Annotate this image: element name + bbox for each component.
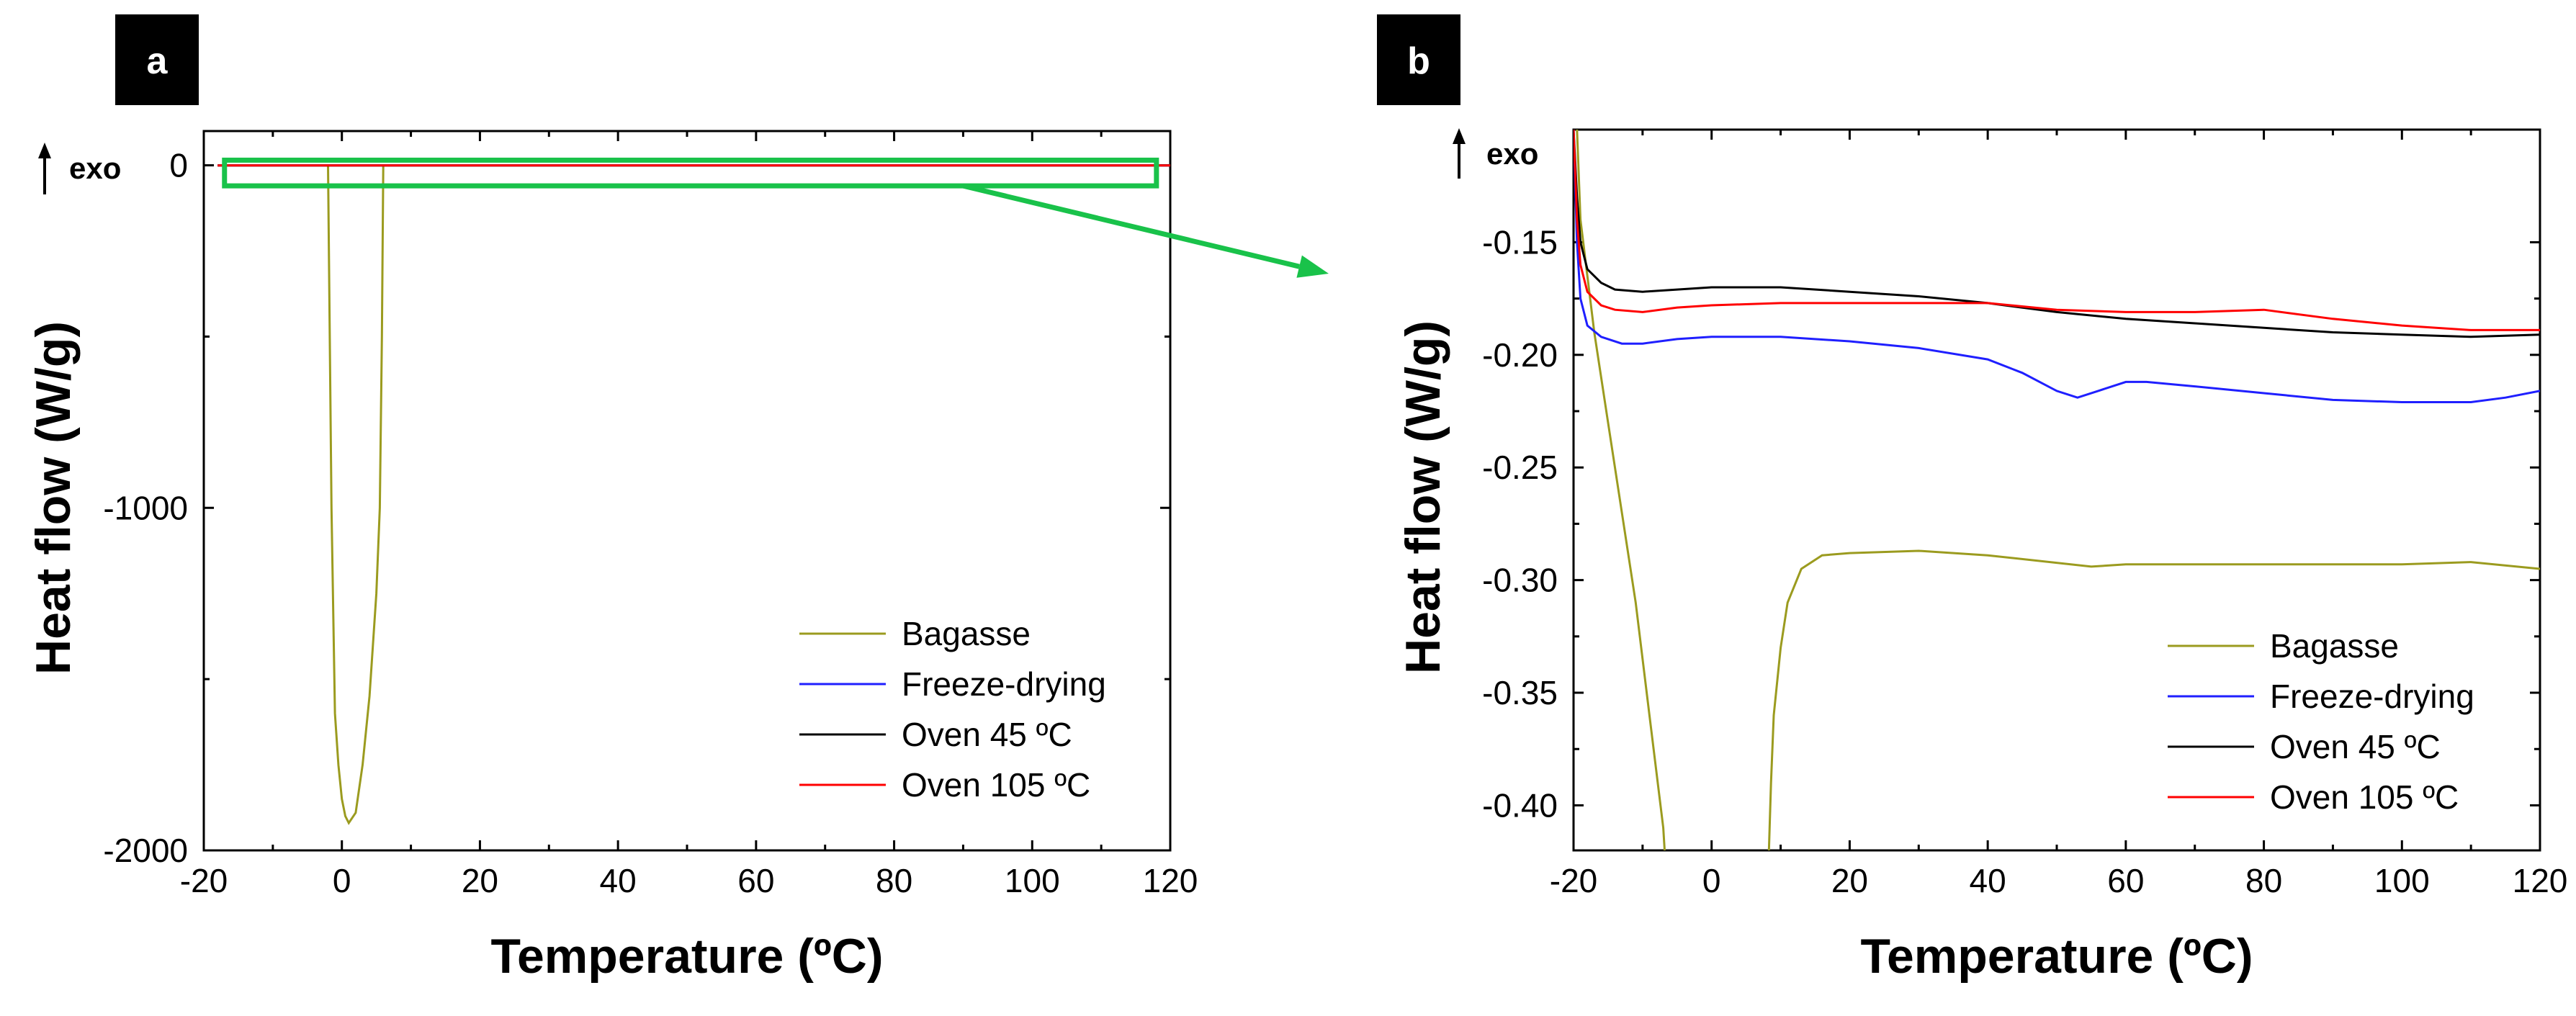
panel-a-badge	[115, 14, 199, 105]
legend-label: Oven 45 ºC	[2270, 728, 2441, 765]
x-tick-label: 120	[1143, 862, 1198, 899]
y-tick-label: -2000	[103, 832, 188, 869]
legend-label: Oven 105 ºC	[902, 766, 1090, 804]
series-line-bagasse	[327, 165, 385, 825]
x-tick-label: 0	[333, 862, 351, 899]
y-tick-label: -1000	[103, 489, 188, 526]
x-tick-label: -20	[180, 862, 228, 899]
x-tick-label: 40	[600, 862, 637, 899]
panel-b-badge	[1377, 14, 1460, 105]
x-tick-label: 20	[1831, 862, 1868, 899]
series-line-bagasse	[1767, 549, 2540, 850]
plot-panel-a: -20 0 20 40 60 80 100 120 0 -1000 -2000 Temperature…	[26, 130, 1198, 984]
y-tick-label: -0.30	[1482, 562, 1558, 599]
zoom-arrow	[962, 183, 1329, 278]
x-tick-label: 80	[2245, 862, 2282, 899]
panel-a-label: a	[147, 40, 169, 82]
x-tick-label: 100	[1005, 862, 1060, 899]
y-tick-label: -0.35	[1482, 674, 1558, 711]
x-tick-label: -20	[1550, 862, 1597, 899]
series-line-oven-45-c	[1574, 130, 2540, 338]
x-tick-label: 0	[1702, 862, 1721, 899]
exo-indicator-a: exo	[38, 143, 121, 194]
x-axis-title: Temperature (ºC)	[1861, 929, 2253, 984]
exo-arrow-icon	[1453, 128, 1466, 144]
exo-label-a: exo	[69, 151, 121, 185]
exo-arrow-icon	[38, 143, 51, 158]
panel-b-label: b	[1407, 40, 1430, 82]
x-tick-label: 40	[1970, 862, 2006, 899]
x-tick-label: 60	[737, 862, 774, 899]
legend-label: Oven 45 ºC	[902, 716, 1072, 753]
exo-label-b: exo	[1486, 137, 1538, 171]
legend-label: Oven 105 ºC	[2270, 778, 2459, 816]
plot-panel-b: -20 0 20 40 60 80 100 120 -0.15 -0.20 -0.25 -0.30 -0…	[1396, 128, 2568, 984]
y-tick-label: 0	[169, 147, 188, 184]
legend-label: Freeze-drying	[2270, 678, 2474, 715]
series-line-bagasse	[1576, 130, 1666, 850]
legend: Bagasse Freeze-drying Oven 45 ºC Oven 105 º…	[2168, 627, 2474, 816]
zoom-highlight-box	[222, 157, 1159, 189]
y-tick-label: -0.40	[1482, 786, 1558, 824]
x-tick-label: 120	[2513, 862, 2568, 899]
x-axis-title: Temperature (ºC)	[491, 929, 884, 984]
legend-label: Bagasse	[902, 615, 1031, 652]
x-tick-label: 60	[2107, 862, 2144, 899]
legend-label: Freeze-drying	[902, 665, 1106, 703]
legend-label: Bagasse	[2270, 627, 2399, 665]
x-tick-label: 80	[876, 862, 912, 899]
exo-indicator-b: exo	[1453, 128, 1538, 179]
x-tick-label: 20	[462, 862, 498, 899]
zoom-arrow-line	[962, 183, 1300, 269]
series-line-oven-105-c	[1574, 130, 2540, 331]
series-group	[1574, 130, 2540, 850]
y-tick-label: -0.25	[1482, 449, 1558, 486]
zoom-arrow-head-icon	[1296, 255, 1329, 278]
y-tick-label: -0.20	[1482, 336, 1558, 374]
series-group	[217, 164, 1170, 825]
x-tick-label: 100	[2374, 862, 2430, 899]
legend: Bagasse Freeze-drying Oven 45 ºC Oven 105 º…	[799, 615, 1106, 804]
y-axis-title: Heat flow (W/g)	[1396, 320, 1450, 674]
y-axis-title: Heat flow (W/g)	[26, 321, 81, 675]
y-tick-label: -0.15	[1482, 223, 1558, 261]
series-line-freeze-drying	[1574, 130, 2540, 403]
